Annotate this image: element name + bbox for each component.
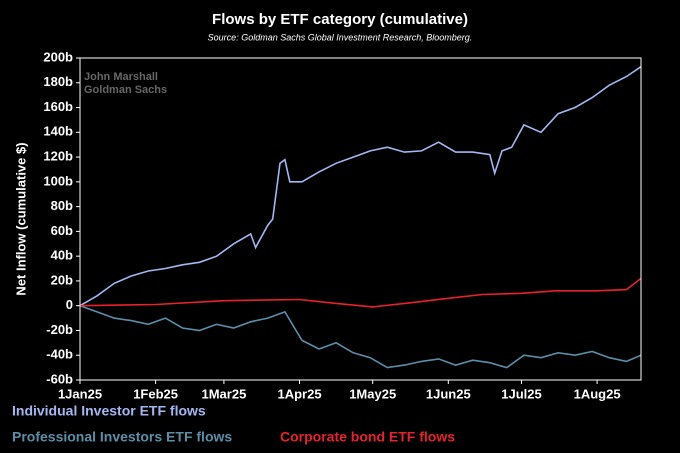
x-tick-label: 1Jan25 — [58, 386, 102, 401]
series-line — [79, 304, 642, 369]
legend-label: Professional Investors ETF flows — [12, 429, 232, 445]
y-tick-label: 200b — [43, 49, 73, 64]
chart-subtitle: Source: Goldman Sachs Global Investment … — [208, 32, 473, 42]
y-tick-label: 100b — [43, 173, 73, 188]
watermark: Goldman Sachs — [84, 84, 167, 96]
series-line — [79, 66, 642, 307]
plot-frame — [79, 57, 642, 381]
series-line — [79, 277, 642, 308]
x-tick-label: 1May25 — [349, 386, 396, 401]
y-tick-label: 60b — [51, 223, 73, 238]
x-tick-label: 1Feb25 — [133, 386, 178, 401]
y-tick-label: 120b — [43, 149, 73, 164]
y-tick-label: 160b — [43, 99, 73, 114]
legend-label: Corporate bond ETF flows — [280, 429, 455, 445]
y-tick-label: -40b — [46, 347, 73, 362]
legend-label: Individual Investor ETF flows — [12, 403, 206, 419]
chart-title: Flows by ETF category (cumulative) — [212, 11, 468, 28]
x-tick-label: 1Mar25 — [202, 386, 247, 401]
watermark: John Marshall — [84, 71, 158, 83]
y-tick-label: 140b — [43, 124, 73, 139]
y-axis-label: Net Inflow (cumulative $) — [13, 142, 28, 295]
x-tick-label: 1Aug25 — [574, 386, 621, 401]
y-tick-label: 0 — [66, 297, 73, 312]
y-tick-label: 180b — [43, 74, 73, 89]
y-tick-label: -20b — [46, 322, 73, 337]
y-tick-label: 20b — [51, 272, 73, 287]
x-tick-label: 1Jul25 — [501, 386, 541, 401]
y-tick-label: 40b — [51, 248, 73, 263]
y-tick-label: -60b — [46, 371, 73, 386]
x-tick-label: 1Apr25 — [277, 386, 321, 401]
y-tick-label: 80b — [51, 198, 73, 213]
x-tick-label: 1Jun25 — [426, 386, 471, 401]
